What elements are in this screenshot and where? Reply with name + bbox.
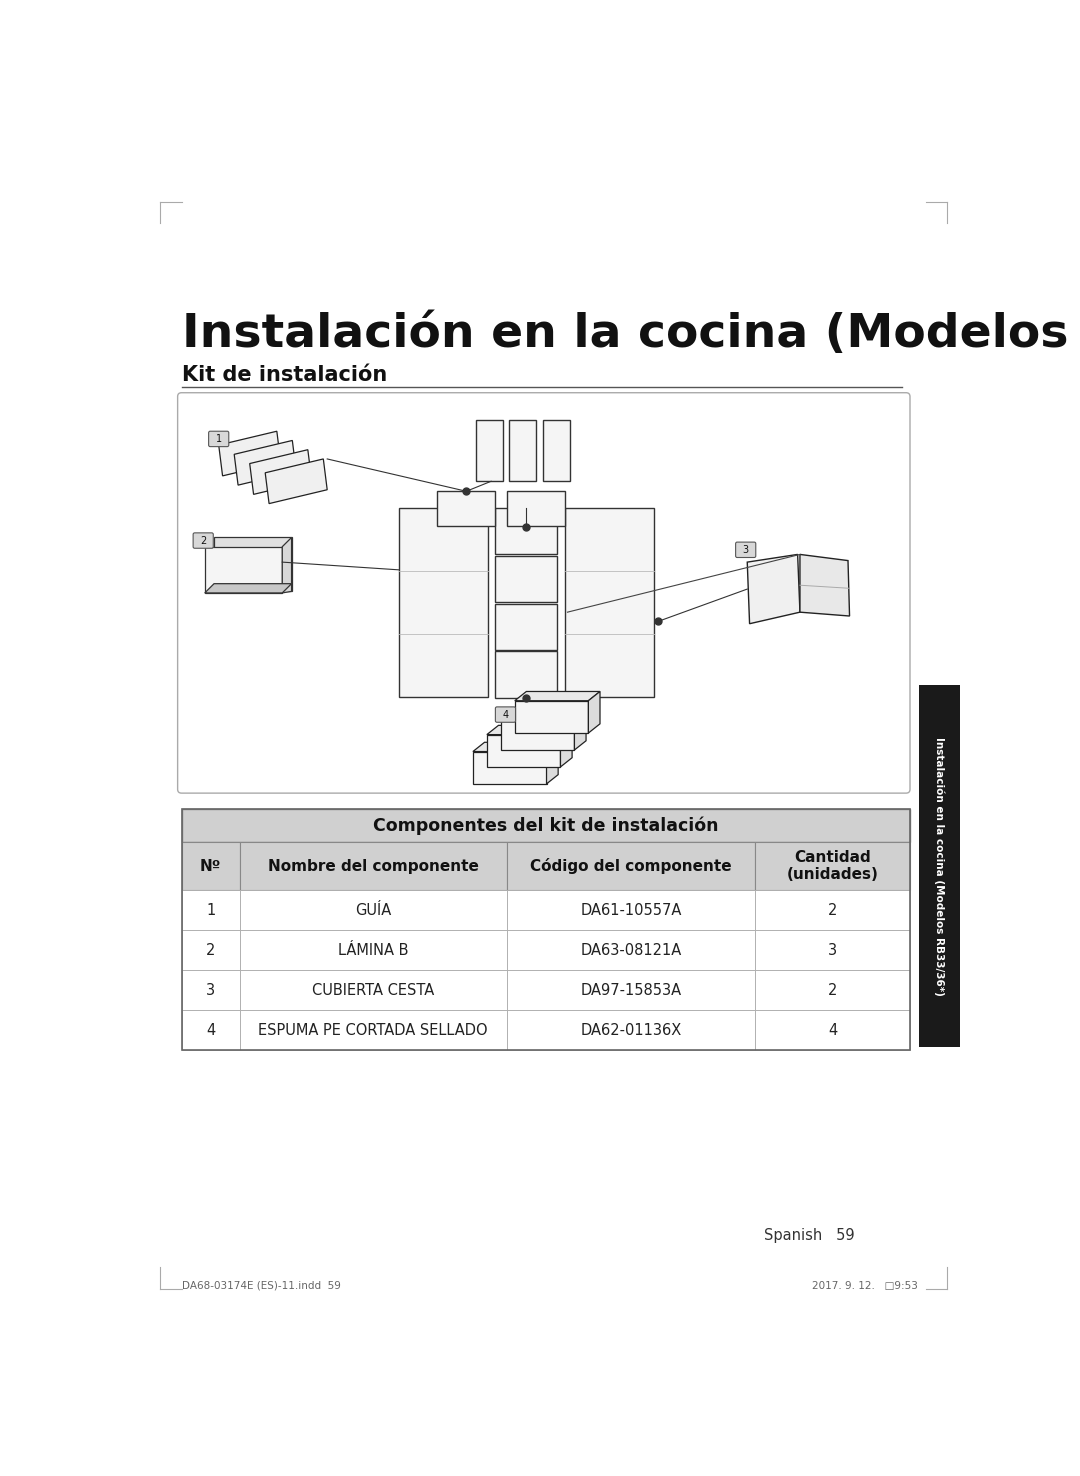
Bar bbox=[919, 685, 960, 1046]
Text: Componentes del kit de instalación: Componentes del kit de instalación bbox=[373, 816, 718, 835]
Text: DA63-08121A: DA63-08121A bbox=[580, 943, 681, 958]
Text: Código del componente: Código del componente bbox=[530, 858, 732, 874]
Bar bbox=[542, 419, 570, 481]
Polygon shape bbox=[589, 691, 600, 734]
Text: Spanish   59: Spanish 59 bbox=[764, 1228, 854, 1243]
Polygon shape bbox=[575, 708, 586, 750]
Polygon shape bbox=[487, 735, 561, 768]
Text: 4: 4 bbox=[828, 1023, 837, 1038]
Text: 2017. 9. 12.   □9:53: 2017. 9. 12. □9:53 bbox=[812, 1281, 918, 1292]
Bar bbox=[240, 970, 507, 1010]
Text: 1: 1 bbox=[216, 434, 221, 444]
Text: DA68-03174E (ES)-11.indd  59: DA68-03174E (ES)-11.indd 59 bbox=[181, 1281, 340, 1292]
Bar bbox=[496, 556, 557, 602]
Bar bbox=[181, 809, 910, 1051]
FancyBboxPatch shape bbox=[496, 707, 515, 722]
Bar bbox=[755, 1010, 910, 1051]
Bar bbox=[755, 970, 910, 1010]
Bar bbox=[507, 492, 565, 525]
Text: DA97-15853A: DA97-15853A bbox=[580, 983, 681, 998]
Text: CUBIERTA CESTA: CUBIERTA CESTA bbox=[312, 983, 434, 998]
Polygon shape bbox=[747, 555, 800, 624]
Bar bbox=[496, 604, 557, 649]
Bar bbox=[181, 843, 240, 890]
Text: 4: 4 bbox=[206, 1023, 215, 1038]
Text: LÁMINA B: LÁMINA B bbox=[338, 943, 408, 958]
Text: Instalación en la cocina (Modelos RB33/36*): Instalación en la cocina (Modelos RB33/3… bbox=[934, 737, 945, 996]
FancyBboxPatch shape bbox=[735, 542, 756, 558]
Bar bbox=[755, 843, 910, 890]
Polygon shape bbox=[205, 583, 292, 593]
Bar bbox=[181, 970, 240, 1010]
Bar bbox=[476, 419, 503, 481]
Bar bbox=[181, 809, 910, 843]
Text: Cantidad
(unidades): Cantidad (unidades) bbox=[786, 850, 878, 883]
Bar bbox=[565, 508, 654, 697]
FancyBboxPatch shape bbox=[177, 393, 910, 793]
Bar bbox=[437, 492, 496, 525]
Text: 2: 2 bbox=[827, 983, 837, 998]
Polygon shape bbox=[249, 450, 312, 494]
Polygon shape bbox=[205, 546, 282, 593]
Polygon shape bbox=[515, 701, 589, 734]
Polygon shape bbox=[218, 431, 281, 475]
Text: ESPUMA PE CORTADA SELLADO: ESPUMA PE CORTADA SELLADO bbox=[258, 1023, 488, 1038]
Polygon shape bbox=[473, 751, 546, 784]
Bar bbox=[240, 930, 507, 970]
Bar bbox=[755, 930, 910, 970]
Bar bbox=[496, 651, 557, 698]
Text: Instalación en la cocina (Modelos RB33/36*): Instalación en la cocina (Modelos RB33/3… bbox=[181, 311, 1080, 357]
Polygon shape bbox=[266, 459, 327, 503]
Polygon shape bbox=[234, 440, 296, 486]
Bar bbox=[181, 890, 240, 930]
Bar bbox=[510, 419, 537, 481]
Bar bbox=[181, 1010, 240, 1051]
Bar bbox=[507, 1010, 755, 1051]
Polygon shape bbox=[515, 691, 600, 701]
Polygon shape bbox=[501, 708, 586, 717]
Bar bbox=[507, 890, 755, 930]
Text: 3: 3 bbox=[206, 983, 215, 998]
Text: GUÍA: GUÍA bbox=[355, 903, 391, 918]
Text: Kit de instalación: Kit de instalación bbox=[181, 365, 387, 385]
Polygon shape bbox=[800, 555, 850, 615]
Text: 4: 4 bbox=[502, 710, 509, 720]
Text: 3: 3 bbox=[828, 943, 837, 958]
Bar bbox=[507, 930, 755, 970]
Text: Nombre del componente: Nombre del componente bbox=[268, 859, 478, 874]
Bar bbox=[755, 890, 910, 930]
Bar bbox=[399, 508, 488, 697]
Bar bbox=[240, 1010, 507, 1051]
Polygon shape bbox=[501, 717, 575, 750]
Text: 1: 1 bbox=[206, 903, 215, 918]
Bar bbox=[240, 890, 507, 930]
FancyBboxPatch shape bbox=[193, 533, 213, 548]
Bar bbox=[181, 930, 240, 970]
Text: DA62-01136X: DA62-01136X bbox=[580, 1023, 681, 1038]
Polygon shape bbox=[282, 537, 292, 593]
Polygon shape bbox=[561, 725, 572, 768]
Bar bbox=[507, 843, 755, 890]
Polygon shape bbox=[214, 537, 292, 592]
Text: 3: 3 bbox=[743, 545, 748, 555]
Bar bbox=[507, 970, 755, 1010]
Polygon shape bbox=[487, 725, 572, 735]
Bar bbox=[240, 843, 507, 890]
Text: 2: 2 bbox=[206, 943, 215, 958]
Text: 2: 2 bbox=[200, 536, 206, 546]
Text: 2: 2 bbox=[827, 903, 837, 918]
Text: Nº: Nº bbox=[200, 859, 221, 874]
FancyBboxPatch shape bbox=[208, 431, 229, 447]
Polygon shape bbox=[473, 742, 558, 751]
Text: DA61-10557A: DA61-10557A bbox=[580, 903, 681, 918]
Bar bbox=[496, 508, 557, 555]
Polygon shape bbox=[546, 742, 558, 784]
